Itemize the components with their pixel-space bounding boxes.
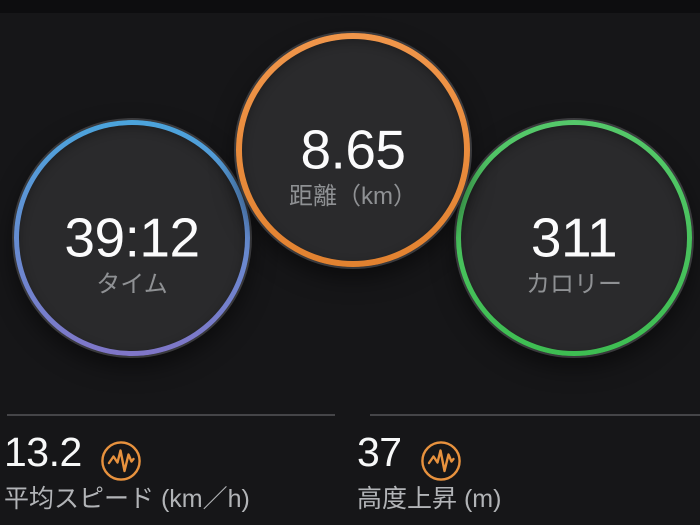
status-bar-strip: [0, 0, 700, 13]
gauge-time: 39:12 タイム: [14, 120, 250, 356]
activity-graph-icon: [101, 441, 141, 481]
gauge-calories-face: 311 カロリー: [461, 125, 687, 351]
gauge-time-value: 39:12: [64, 206, 200, 269]
stat-avg-speed: 13.2 平均スピード (km／h): [4, 431, 250, 514]
stat-elevation-gain-value: 37: [357, 428, 402, 475]
gauge-distance-face: 8.65 距離（km）: [242, 39, 464, 261]
stat-avg-speed-row: 13.2: [4, 428, 250, 481]
gauge-distance: 8.65 距離（km）: [236, 33, 470, 267]
activity-graph-icon: [420, 441, 461, 481]
gauge-time-label: タイム: [96, 271, 168, 298]
divider: [7, 414, 335, 416]
gauge-calories: 311 カロリー: [456, 120, 692, 356]
gauge-distance-label: 距離（km）: [289, 183, 417, 210]
stat-elevation-gain: 37 高度上昇 (m): [357, 431, 501, 514]
gauge-distance-value: 8.65: [300, 118, 406, 181]
divider: [370, 414, 700, 416]
stat-elevation-gain-row: 37: [357, 428, 501, 481]
stat-elevation-gain-label: 高度上昇 (m): [357, 485, 502, 513]
gauge-calories-label: カロリー: [526, 271, 622, 298]
gauge-calories-value: 311: [530, 206, 618, 269]
stat-avg-speed-label: 平均スピード (km／h): [4, 485, 250, 513]
gauge-time-face: 39:12 タイム: [19, 125, 245, 351]
stat-avg-speed-value: 13.2: [4, 428, 82, 475]
